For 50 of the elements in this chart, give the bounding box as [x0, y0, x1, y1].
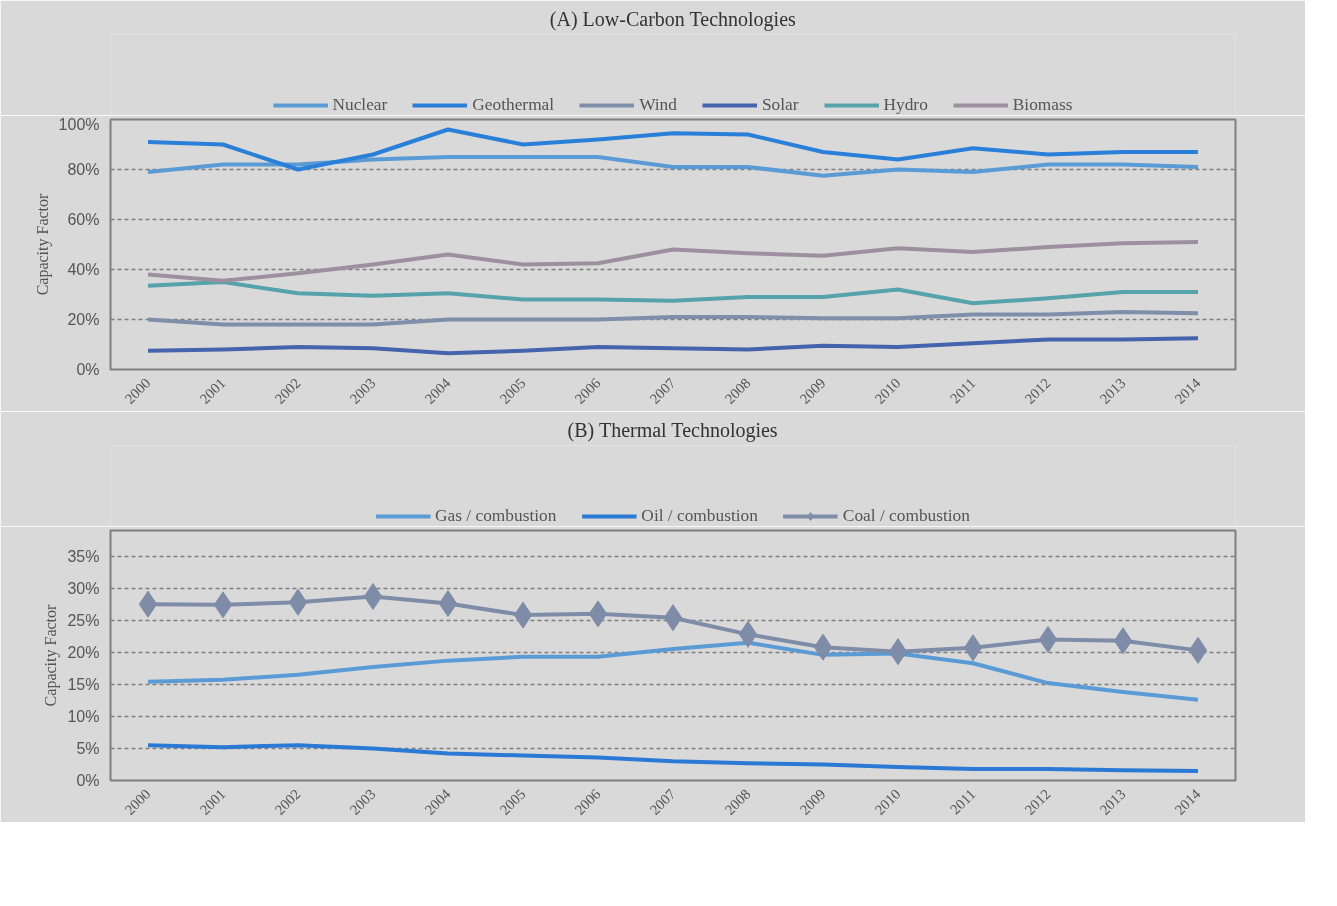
y-tick-label: 0% [76, 361, 100, 378]
legend-label: Gas / combustion [435, 506, 557, 526]
chart-title: (B) Thermal Technologies [567, 418, 778, 442]
legend-label: Nuclear [332, 95, 388, 115]
point [813, 633, 833, 661]
legend-label: Geothermal [472, 95, 555, 115]
point [138, 590, 158, 618]
y-tick-label: 60% [67, 211, 100, 228]
legend-label: Oil / combustion [641, 506, 758, 526]
line-series [146, 336, 1200, 356]
point [438, 590, 458, 618]
y-tick-label: 10% [67, 707, 100, 725]
point [288, 588, 308, 616]
point [738, 620, 758, 648]
y-tick-label: 20% [67, 643, 100, 661]
legend-label: Coal / combustion [842, 506, 970, 526]
line-series [146, 127, 1200, 172]
line-series [146, 280, 1200, 306]
y-tick-label: 80% [67, 161, 100, 178]
y-axis-title: Capacity Factor [42, 603, 61, 707]
legend-label: Solar [761, 95, 799, 115]
y-tick-label: 100% [58, 115, 100, 133]
legend-label: Biomass [1012, 95, 1073, 115]
point [513, 601, 533, 629]
line-series [146, 240, 1200, 283]
point [1188, 636, 1208, 664]
y-tick-label: 0% [76, 772, 100, 789]
legend-label: Hydro [883, 95, 928, 115]
line-series [146, 310, 1200, 327]
point [888, 638, 908, 666]
point [963, 634, 983, 662]
point [663, 604, 683, 632]
line-series [146, 640, 1200, 702]
legend-label: Wind [639, 95, 677, 115]
line-series [146, 155, 1200, 178]
chart-title: (A) Low-Carbon Technologies [549, 7, 797, 31]
y-tick-label: 25% [67, 611, 100, 629]
y-tick-label: 15% [67, 675, 100, 693]
point [588, 600, 608, 628]
y-tick-label: 20% [67, 311, 100, 328]
point [1038, 625, 1058, 653]
y-tick-label: 5% [76, 739, 100, 757]
line-series [146, 743, 1200, 773]
y-tick-label: 40% [67, 261, 100, 278]
y-tick-label: 35% [67, 547, 100, 565]
y-tick-label: 30% [67, 579, 100, 597]
point [213, 591, 233, 619]
y-axis-title: Capacity Factor [33, 192, 52, 296]
point [363, 583, 383, 611]
point [1113, 627, 1133, 655]
